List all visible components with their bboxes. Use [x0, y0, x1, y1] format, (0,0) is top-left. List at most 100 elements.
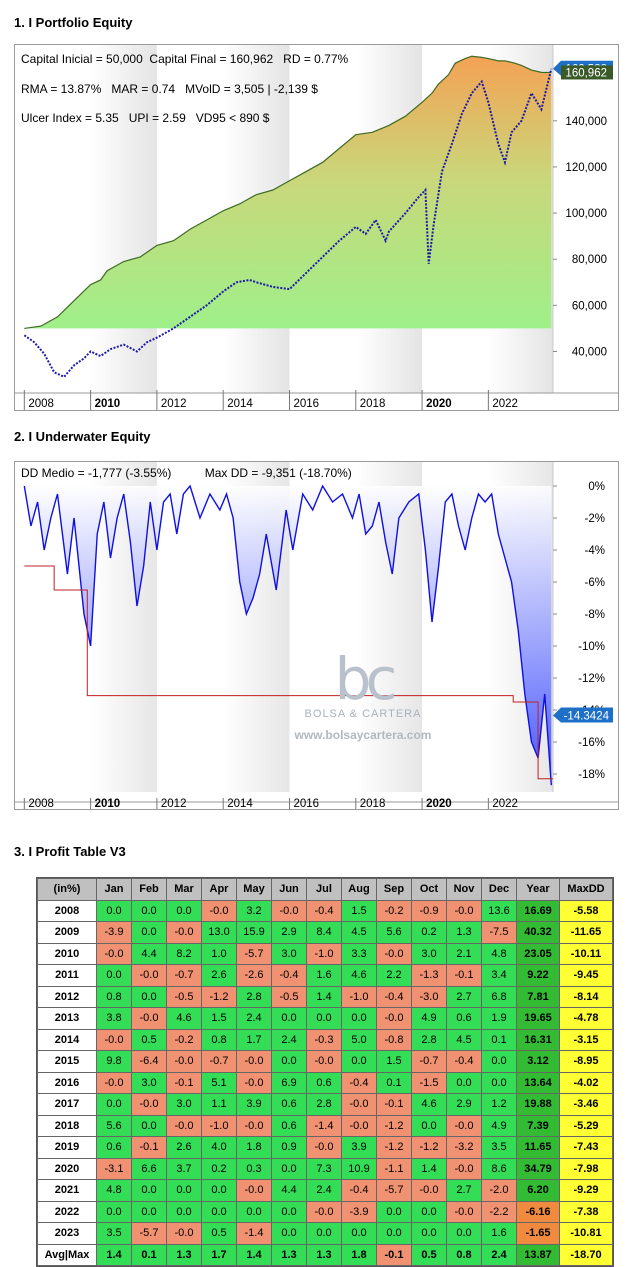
month-cell: 8.2: [166, 942, 202, 965]
table-row: 2014 -0.0 0.5 -0.2 0.8 1.7 2.4 -0.3 5.0 -0.8 2.8 4.…: [37, 1028, 613, 1051]
month-cell: -5.7: [131, 1222, 167, 1245]
month-cell: 0.6: [446, 1007, 482, 1030]
profit-table-header: (in%) Jan Feb Mar Apr May Jun Jul Aug Sep Oct Nov De…: [37, 878, 613, 901]
row-year-label: 2015: [37, 1050, 97, 1073]
month-cell: 0.0: [446, 1071, 482, 1094]
month-cell: -0.7: [166, 964, 202, 987]
month-cell: 13.6: [481, 899, 517, 922]
month-cell: 4.6: [341, 964, 377, 987]
month-cell: 2.7: [446, 985, 482, 1008]
month-cell: 0.0: [131, 985, 167, 1008]
month-cell: -0.0: [96, 1071, 132, 1094]
month-cell: 1.6: [306, 964, 342, 987]
year-total-cell: 19.65: [516, 1007, 560, 1030]
month-cell: 0.0: [166, 1179, 202, 1202]
month-cell: 1.2: [481, 1093, 517, 1116]
max-dd-cell: -7.43: [559, 1136, 613, 1159]
month-cell: 0.0: [96, 964, 132, 987]
y-tick-label: -8%: [585, 609, 605, 621]
equity-section-title: 1. I Portfolio Equity: [14, 15, 133, 30]
month-cell: 0.0: [481, 1050, 517, 1073]
table-row: 2023 3.5 -5.7 -0.0 0.5 -1.4 0.0 0.0 0.0 0.0 0.0 0.0…: [37, 1222, 613, 1245]
x-tick-label: 2022: [492, 798, 518, 809]
year-total-cell: 23.05: [516, 942, 560, 965]
y-tick-label: 40,000: [572, 346, 607, 358]
column-header: Year: [516, 878, 560, 901]
month-cell: 2.9: [446, 1093, 482, 1116]
row-year-label: 2010: [37, 942, 97, 965]
month-cell: 0.9: [271, 1136, 307, 1159]
month-cell: 0.0: [341, 1222, 377, 1245]
profit-section-title: 3. I Profit Table V3: [14, 844, 126, 859]
month-cell: -0.7: [201, 1050, 237, 1073]
row-year-label: 2021: [37, 1179, 97, 1202]
month-cell: -1.2: [376, 1114, 412, 1137]
month-cell: 1.9: [481, 1007, 517, 1030]
year-total-cell: 19.88: [516, 1093, 560, 1116]
month-cell: 0.5: [131, 1028, 167, 1051]
month-cell: 10.9: [341, 1157, 377, 1180]
month-cell: -0.0: [96, 1028, 132, 1051]
underwater-section-title: 2. I Underwater Equity: [14, 429, 151, 444]
month-cell: 1.5: [201, 1007, 237, 1030]
month-cell: -1.4: [306, 1114, 342, 1137]
year-total-cell: 16.31: [516, 1028, 560, 1051]
month-cell: 0.0: [306, 1222, 342, 1245]
equity-area: [24, 56, 552, 329]
x-tick-label: 2008: [28, 398, 54, 410]
year-total-cell: 9.22: [516, 964, 560, 987]
max-dd-cell: -4.02: [559, 1071, 613, 1094]
month-cell: -0.1: [446, 964, 482, 987]
column-header: Jan: [96, 878, 132, 901]
max-dd-cell: -7.38: [559, 1200, 613, 1223]
month-cell: -5.7: [376, 1179, 412, 1202]
max-dd-cell: -8.14: [559, 985, 613, 1008]
month-cell: 3.0: [271, 942, 307, 965]
month-cell: -0.0: [446, 899, 482, 922]
max-dd-cell: -3.46: [559, 1093, 613, 1116]
y-tick-label: 120,000: [565, 162, 607, 174]
month-cell: 4.0: [201, 1136, 237, 1159]
month-cell: 0.5: [201, 1222, 237, 1245]
month-cell: 6.8: [481, 985, 517, 1008]
equity-chart: 40,000 60,000 80,000 100,000 120,000 140,000 2…: [15, 45, 618, 410]
column-header: Sep: [376, 878, 412, 901]
underwater-chart-panel: 0%-2%-4%-6%-8%-10%-12%-14%-16%-18%200820…: [14, 461, 619, 810]
month-cell: 3.5: [481, 1136, 517, 1159]
month-cell: 2.8: [306, 1093, 342, 1116]
x-tick-label: 2010: [95, 798, 121, 809]
row-year-label: 2019: [37, 1136, 97, 1159]
month-cell: 3.4: [481, 964, 517, 987]
month-cell: -0.9: [411, 899, 447, 922]
column-header: Aug: [341, 878, 377, 901]
month-cell: 1.8: [236, 1136, 272, 1159]
month-cell: 3.3: [341, 942, 377, 965]
month-cell: -2.0: [481, 1179, 517, 1202]
max-dd-cell: -3.15: [559, 1028, 613, 1051]
month-cell: 0.0: [376, 1222, 412, 1245]
month-cell: 1.7: [236, 1028, 272, 1051]
month-cell: 1.5: [341, 899, 377, 922]
month-cell: -0.7: [411, 1050, 447, 1073]
month-cell: -0.4: [271, 964, 307, 987]
y-tick-label: -6%: [585, 577, 605, 589]
last-value-marker-equity: [561, 65, 613, 80]
month-cell: 15.9: [236, 921, 272, 944]
month-cell: -3.2: [446, 1136, 482, 1159]
y-tick-label: -18%: [578, 769, 605, 781]
column-header: Mar: [166, 878, 202, 901]
month-cell: 0.0: [271, 1200, 307, 1223]
column-header: (in%): [37, 878, 97, 901]
y-tick-label: -16%: [578, 737, 605, 749]
year-total-cell: 7.39: [516, 1114, 560, 1137]
month-cell: 0.1: [481, 1028, 517, 1051]
month-cell: -0.0: [166, 1050, 202, 1073]
month-cell: 5.6: [96, 1114, 132, 1137]
last-value-label: -14.3424: [564, 710, 610, 722]
month-cell: 0.0: [341, 1007, 377, 1030]
month-cell: 4.9: [411, 1007, 447, 1030]
table-row: 2022 0.0 0.0 0.0 0.0 0.0 0.0 -0.0 -3.9 0.0 0.0 -0.0…: [37, 1200, 613, 1223]
row-year-label: 2022: [37, 1200, 97, 1223]
equity-chart-panel: 40,000 60,000 80,000 100,000 120,000 140,000 2…: [14, 44, 619, 411]
month-cell: -0.0: [166, 921, 202, 944]
